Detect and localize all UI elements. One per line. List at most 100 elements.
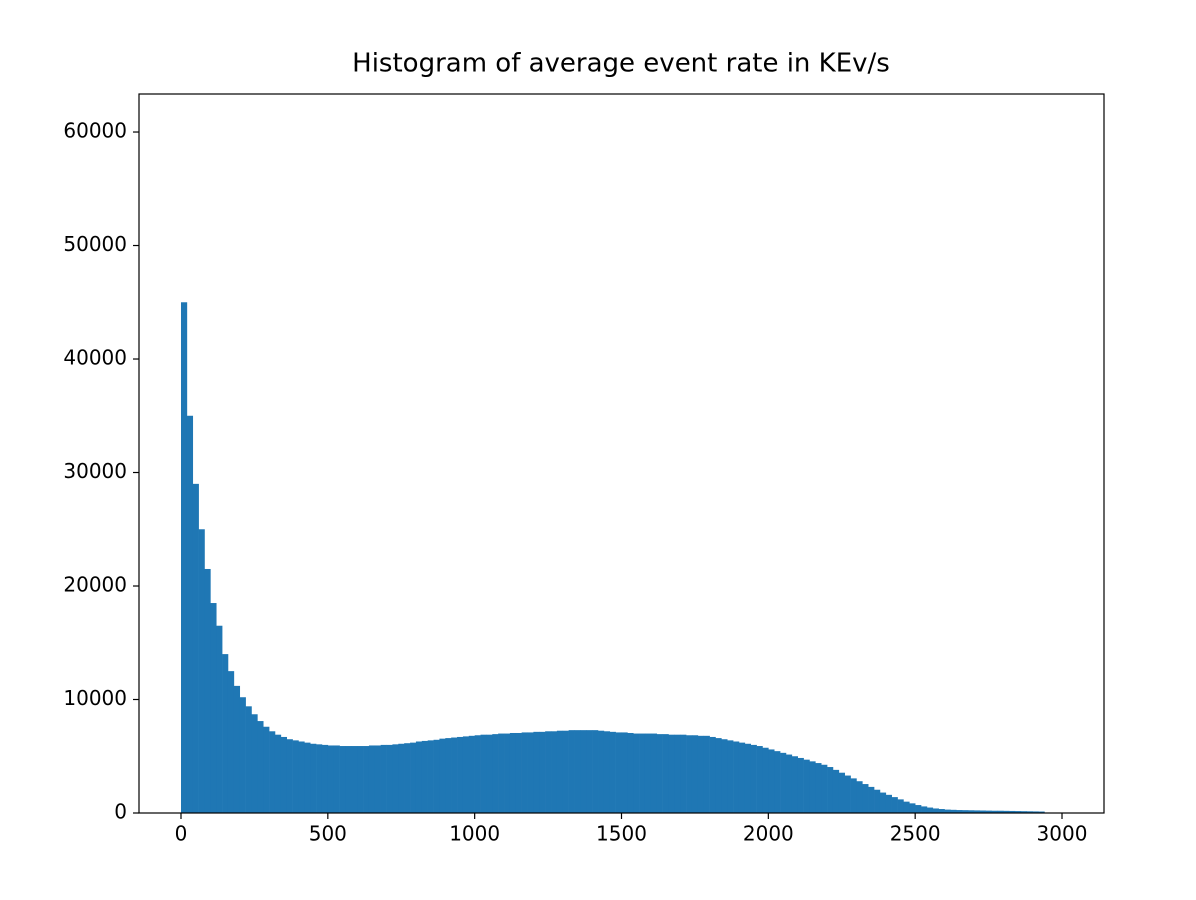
bar bbox=[509, 732, 517, 813]
bar bbox=[333, 745, 340, 813]
bar bbox=[650, 733, 658, 813]
bar bbox=[1026, 811, 1033, 813]
bar bbox=[921, 806, 928, 813]
bar bbox=[586, 730, 593, 813]
bar bbox=[680, 734, 687, 813]
bar bbox=[433, 739, 440, 813]
bar bbox=[832, 769, 840, 813]
bar bbox=[985, 810, 992, 813]
bar bbox=[991, 810, 998, 813]
bar bbox=[691, 735, 699, 813]
bar bbox=[609, 731, 616, 813]
bar bbox=[462, 736, 470, 813]
bar bbox=[533, 731, 540, 813]
bar bbox=[738, 742, 746, 813]
plot-frame bbox=[138, 93, 1105, 814]
y-tick-label: 30000 bbox=[63, 459, 127, 483]
bar bbox=[862, 784, 869, 813]
bar bbox=[439, 738, 446, 813]
x-tick-label: 2500 bbox=[890, 822, 941, 846]
bar bbox=[797, 757, 804, 813]
bar bbox=[539, 731, 546, 813]
bar bbox=[756, 746, 763, 813]
bar bbox=[368, 745, 376, 813]
bar bbox=[233, 685, 241, 813]
bar bbox=[791, 756, 799, 813]
bar bbox=[909, 803, 916, 813]
bar bbox=[339, 746, 346, 813]
bar bbox=[762, 747, 769, 813]
bar bbox=[204, 568, 211, 813]
bar bbox=[527, 732, 534, 813]
bar bbox=[304, 742, 311, 813]
bar bbox=[1015, 811, 1022, 813]
bar bbox=[785, 754, 793, 813]
bar bbox=[180, 302, 188, 813]
bar bbox=[721, 739, 728, 813]
bar bbox=[556, 730, 564, 813]
bar bbox=[915, 805, 922, 813]
bar bbox=[868, 786, 875, 813]
y-tick-label: 60000 bbox=[63, 119, 127, 143]
bar bbox=[222, 654, 229, 813]
chart-title: Histogram of average event rate in KEv/s bbox=[352, 49, 890, 79]
bar bbox=[415, 741, 423, 813]
bar bbox=[227, 671, 235, 813]
bar bbox=[486, 734, 493, 813]
bar bbox=[1009, 810, 1016, 813]
bar bbox=[1032, 811, 1039, 813]
bar bbox=[404, 743, 411, 813]
bar bbox=[321, 744, 329, 813]
bar bbox=[938, 809, 945, 813]
bar bbox=[410, 742, 417, 813]
bar bbox=[956, 810, 963, 813]
bar bbox=[926, 807, 934, 813]
bar bbox=[515, 732, 522, 813]
bar bbox=[997, 810, 1004, 813]
bar bbox=[615, 732, 622, 813]
bar bbox=[216, 625, 223, 813]
bar bbox=[357, 746, 364, 813]
bar bbox=[856, 781, 863, 813]
bar bbox=[310, 743, 317, 813]
bar bbox=[427, 740, 434, 813]
bar bbox=[186, 415, 194, 813]
bar bbox=[780, 752, 787, 813]
bar bbox=[451, 737, 458, 813]
bar bbox=[932, 808, 939, 813]
bar bbox=[298, 741, 305, 813]
bar bbox=[316, 744, 323, 813]
bar bbox=[644, 733, 652, 813]
bar bbox=[703, 735, 710, 813]
x-tick-label: 3000 bbox=[1037, 822, 1088, 846]
bar bbox=[363, 746, 370, 813]
bar bbox=[421, 740, 428, 813]
bar bbox=[656, 734, 663, 813]
bar bbox=[727, 740, 734, 813]
bar bbox=[668, 734, 675, 813]
bar bbox=[885, 794, 892, 813]
y-tick-label: 0 bbox=[114, 800, 127, 824]
bar bbox=[345, 746, 352, 813]
bar bbox=[874, 789, 881, 813]
y-tick-label: 40000 bbox=[63, 346, 127, 370]
bar bbox=[457, 736, 464, 813]
bar bbox=[269, 731, 276, 813]
bar bbox=[844, 775, 851, 813]
x-tick-label: 2000 bbox=[743, 822, 794, 846]
bar bbox=[398, 743, 405, 813]
bar bbox=[380, 744, 387, 813]
bar bbox=[492, 734, 499, 813]
bar bbox=[327, 745, 335, 813]
x-tick-label: 1500 bbox=[596, 822, 647, 846]
bar bbox=[621, 732, 628, 813]
y-tick-label: 50000 bbox=[63, 232, 127, 256]
bar bbox=[821, 764, 828, 813]
bar bbox=[662, 734, 669, 813]
x-tick-label: 1000 bbox=[449, 822, 500, 846]
bar bbox=[545, 731, 552, 813]
bar bbox=[750, 744, 757, 813]
bar bbox=[633, 733, 640, 813]
bar bbox=[639, 733, 646, 813]
x-tick-label: 500 bbox=[309, 822, 347, 846]
